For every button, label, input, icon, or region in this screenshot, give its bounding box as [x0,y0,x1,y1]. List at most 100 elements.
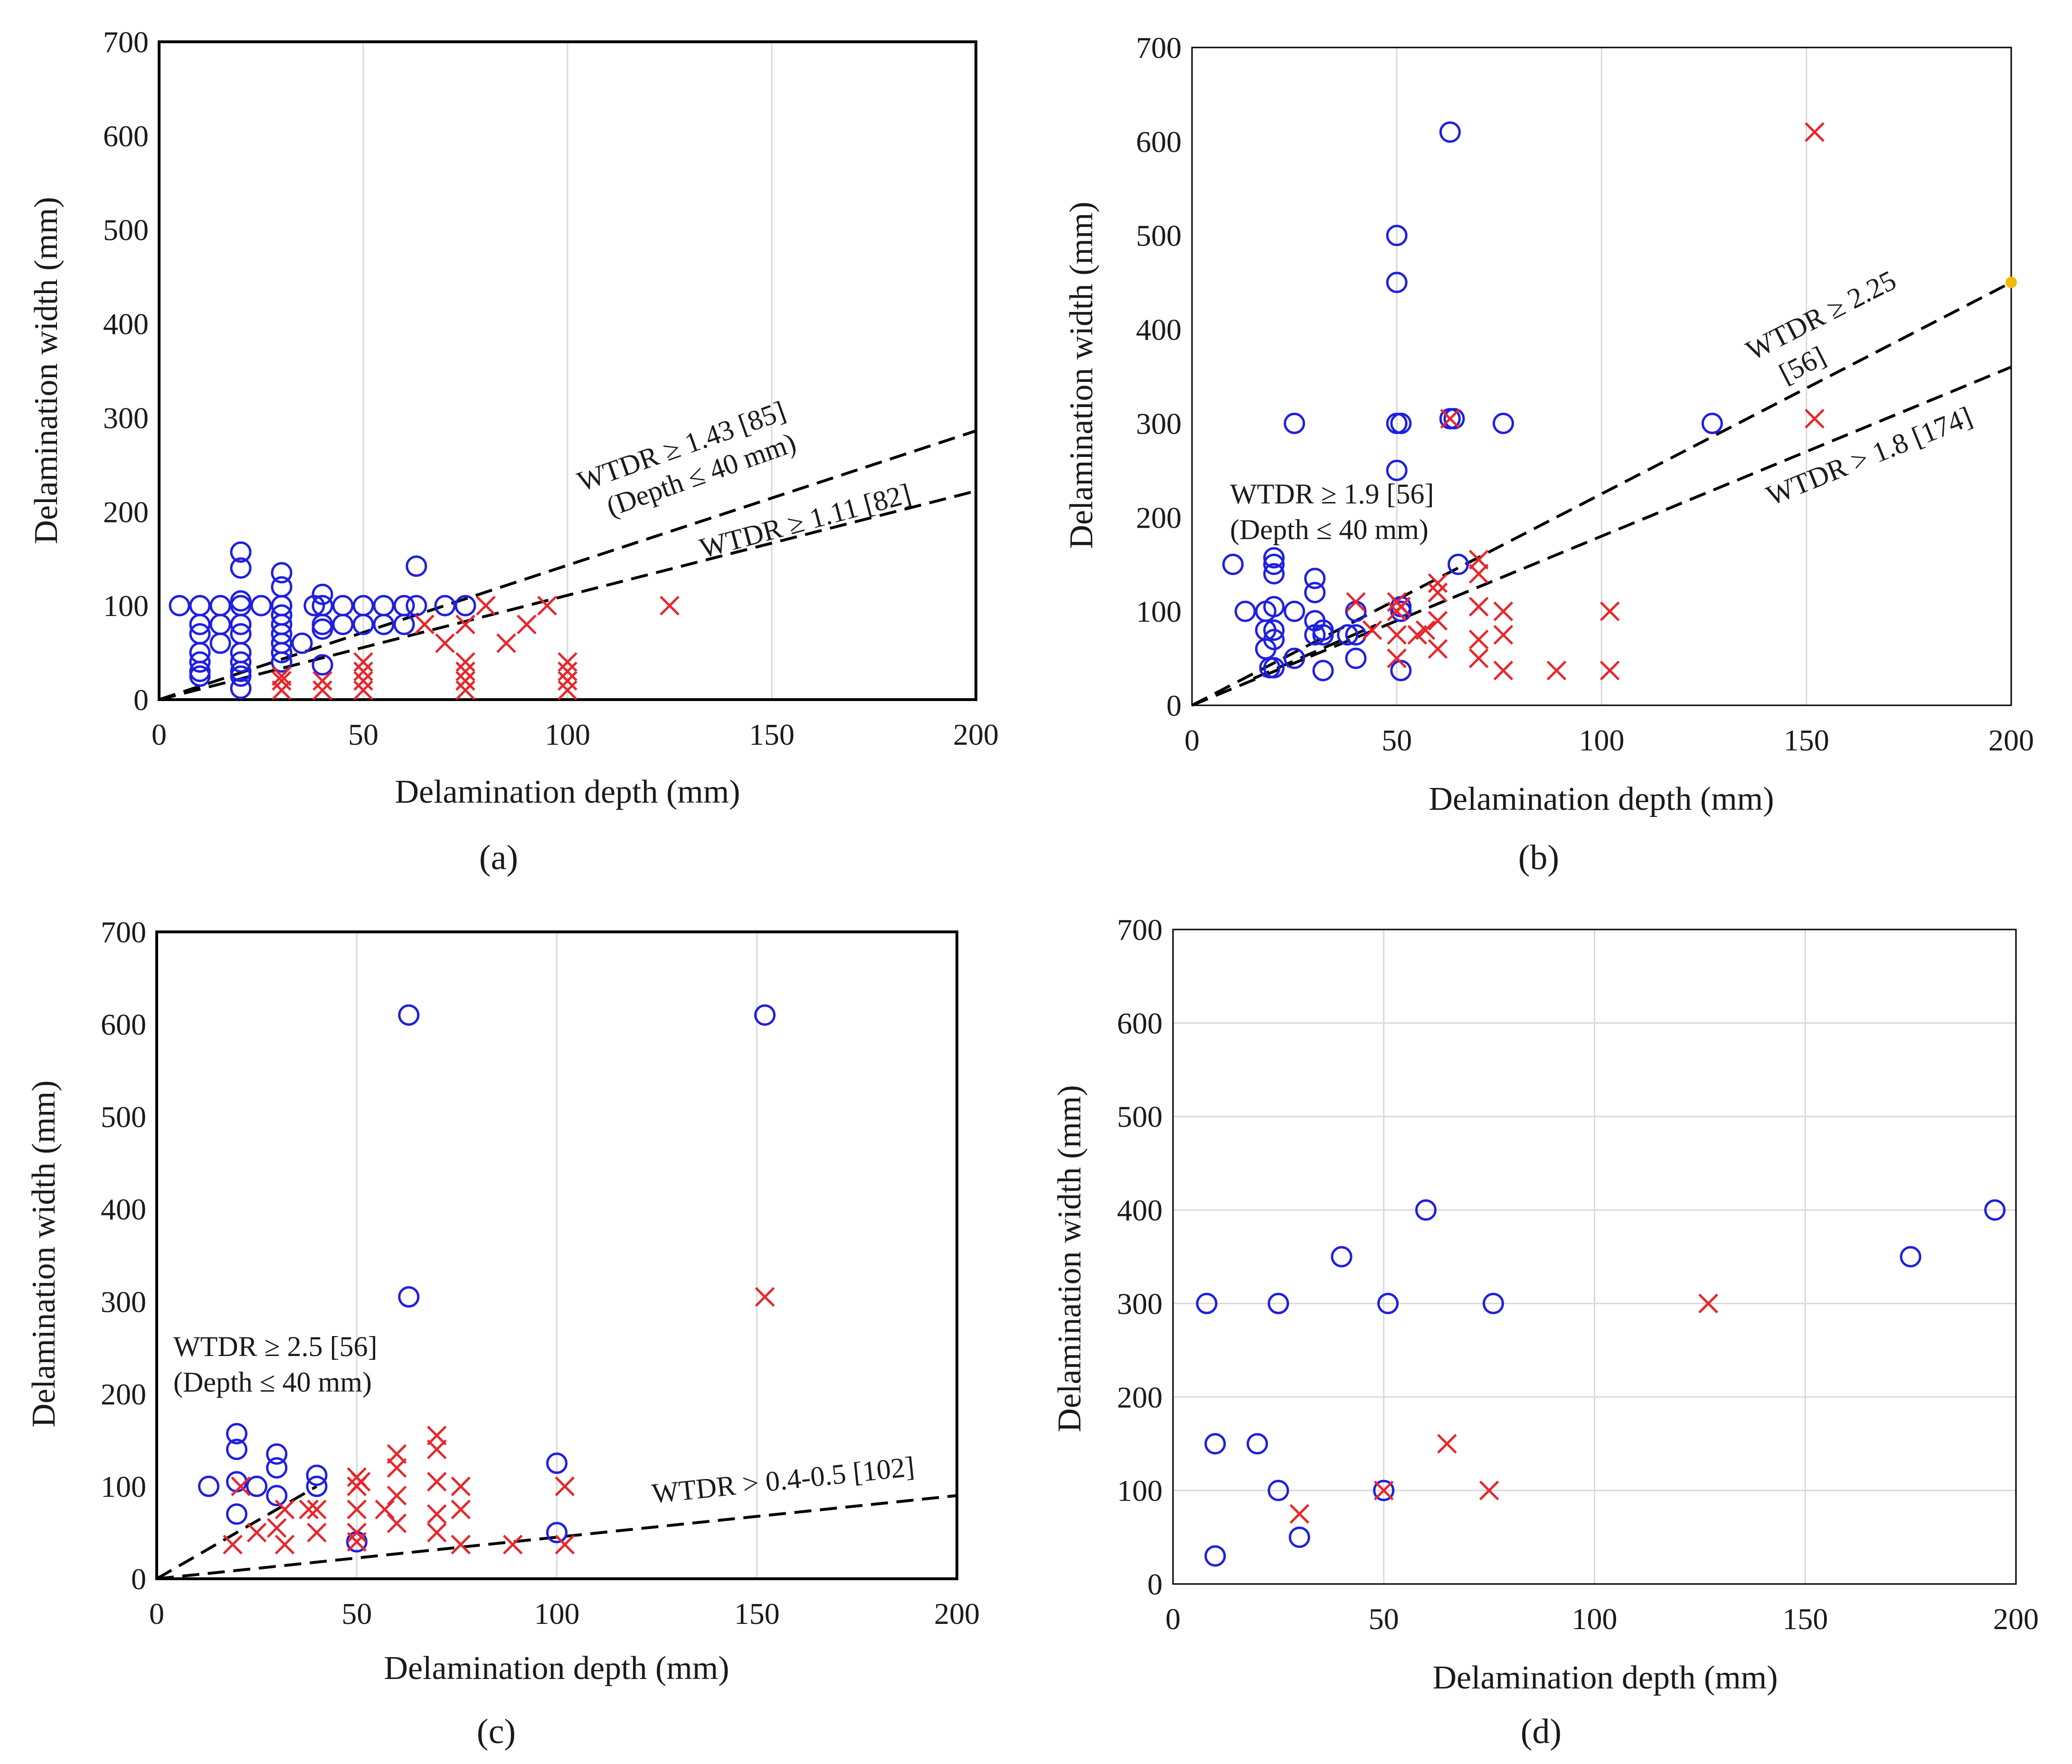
panel-c-not-detected-point [387,1444,407,1464]
panel-b-detected-point [1263,596,1285,617]
panel-a-y-tick-label: 0 [133,683,149,717]
panel-a-x-tick-label: 150 [749,718,795,751]
panel-c-not-detected-point [266,1518,287,1538]
panel-c-detected-point [546,1522,568,1544]
panel-c-x-tick-label: 100 [534,1597,580,1631]
panel-a-detected-point [189,595,211,616]
panel-b-not-detected-point [1346,592,1366,612]
panel-a-detected-point [230,677,252,699]
panel-c-not-detected-point [246,1522,267,1543]
panel-c-detected-point [198,1475,220,1497]
panel-c-not-detected-point [555,1476,575,1497]
panel-a-not-detected-point [517,614,537,635]
panel-a-x-tick-labels: 0 50 100 150 200 [151,718,999,751]
panel-c-not-detected-point [347,1499,367,1519]
panel-b-not-detected-point [1387,625,1407,645]
panel-d-tag: (d) [1521,1712,1561,1751]
panel-b-not-detected-point [1599,661,1620,681]
panel-a-detected-point [230,541,252,563]
panel-c-threshold-line-2 [156,1494,957,1580]
panel-c-not-detected-series [223,1287,775,1555]
panel-b-detected-point [1263,619,1285,641]
panel-a-not-detected-point [455,661,475,682]
panel-b-x-axis-label: Delamination depth (mm) [1429,781,1774,817]
panel-b-not-detected-point [1468,648,1489,668]
panel-a-detected-point [209,632,231,654]
panel-c-threshold-lines [156,1485,957,1580]
panel-a-threshold-line-1 [159,429,976,701]
panel-a-y-tick-label: 300 [103,401,149,435]
panel-b-detected-point [1263,553,1285,575]
panel-b-detected-point [1337,624,1359,646]
panel-c-detected-point [306,1464,328,1486]
panel-a-detected-point [312,618,333,640]
panel-a-not-detected-point [476,596,496,616]
panel-c-not-detected-point [347,1522,367,1543]
panel-b-y-tick-label: 0 [1166,689,1182,722]
panel-a-detected-point [373,595,395,616]
panel-d-detected-point [1268,1292,1289,1314]
panel-a-not-detected-series [272,596,680,700]
panel-a-not-detected-point [455,652,475,672]
panel-a-detected-point [312,614,333,635]
panel-c-not-detected-point [503,1535,523,1555]
panel-d: 0 100 200 300 400 500 600 700 0 50 100 150 200 Dela… [1051,913,2039,1751]
panel-b-detected-point [1263,563,1285,585]
panel-c-not-detected-point [274,1499,295,1519]
panel-b-not-detected-point [1599,601,1620,621]
panel-a-not-detected-point [455,671,475,691]
panel-c: 0 100 200 300 400 500 600 700 0 50 100 150 200 Dela… [26,915,980,1751]
panel-c-not-detected-point [426,1504,447,1524]
panel-a-detected-point [373,614,395,635]
panel-a-not-detected-point [272,666,292,686]
panel-d-detected-point [1288,1527,1310,1548]
panel-d-y-tick-label: 700 [1117,913,1163,947]
panel-b-detected-point [1284,647,1306,669]
panel-b-x-tick-labels: 0 50 100 150 200 [1184,723,2034,757]
panel-d-x-tick-label: 100 [1572,1602,1618,1636]
panel-b-x-tick-label: 50 [1381,723,1412,757]
panel-c-x-tick-label: 0 [149,1597,164,1631]
panel-c-y-tick-label: 0 [131,1562,146,1596]
panel-c-not-detected-point [307,1499,327,1519]
panel-b-not-detected-point [1428,639,1448,659]
panel-c-not-detected-point [755,1287,775,1307]
panel-b-detected-point [1284,412,1306,434]
panel-a-detected-point [189,665,211,687]
panel-b-detected-point [1493,412,1514,434]
panel-c-detected-point [226,1423,247,1445]
panel-c-not-detected-point [426,1425,447,1446]
panel-c-x-tick-label: 200 [934,1597,980,1631]
panel-a-detected-point [454,595,476,616]
panel-b-grid [1396,47,1807,705]
panel-d-detected-point [1331,1246,1353,1268]
panel-c-y-tick-label: 200 [101,1377,146,1411]
panel-c-not-detected-point [223,1535,243,1555]
panel-b-y-tick-label: 100 [1136,595,1182,628]
panel-c-line-1-label-2: (Depth ≤ 40 mm) [173,1366,372,1398]
panel-d-not-detected-point [1373,1480,1394,1500]
panel-a-detected-point [230,595,252,616]
panel-c-line-1-label: WTDR ≥ 2.5 [56] [173,1331,378,1362]
panel-a-x-tick-label: 0 [151,718,167,751]
panel-b-threshold-line-2 [1191,365,2012,707]
panel-d-detected-series [1196,1199,2006,1567]
panel-b-y-tick-label: 600 [1136,125,1182,159]
panel-a-not-detected-point [415,614,435,635]
panel-d-not-detected-point [1289,1504,1310,1524]
panel-c-x-axis-label: Delamination depth (mm) [384,1650,729,1687]
panel-a-detected-point [291,632,313,654]
panel-d-y-tick-label: 300 [1117,1287,1163,1320]
panel-a-not-detected-point [558,671,577,691]
panel-b-not-detected-point [1805,408,1825,429]
panel-b-not-detected-point [1468,597,1489,617]
panel-b-tag: (b) [1518,838,1559,877]
panel-b-not-detected-point [1362,620,1382,640]
panel-b-x-tick-label: 100 [1579,723,1625,757]
panel-d-y-tick-label: 100 [1117,1474,1163,1508]
panel-c-not-detected-point [426,1439,447,1460]
panel-a-y-tick-label: 200 [103,495,149,529]
panel-b-detected-point [1263,547,1285,569]
panel-c-tag: (c) [477,1712,516,1751]
